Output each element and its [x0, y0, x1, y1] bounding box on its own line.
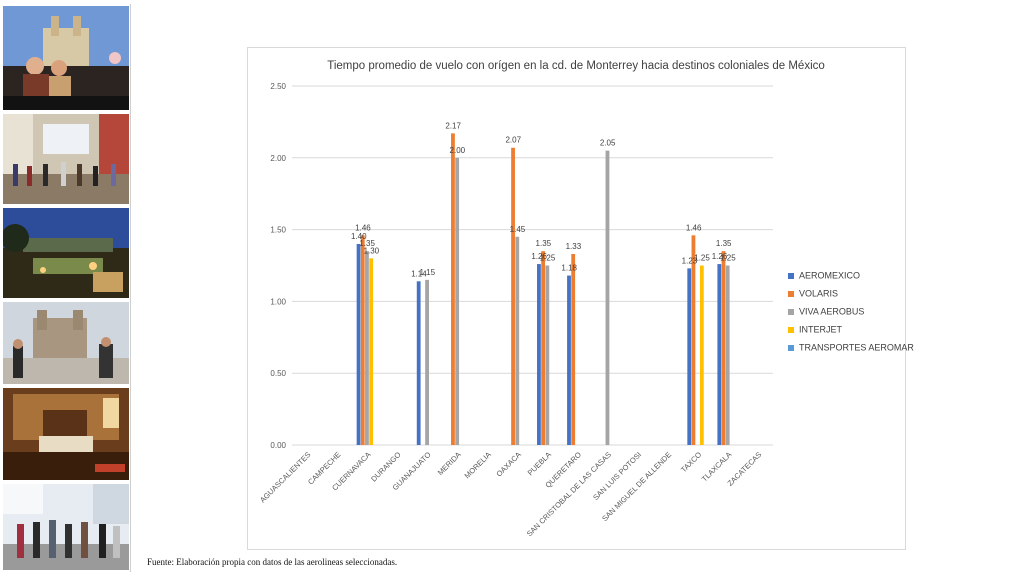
bar — [537, 264, 541, 445]
legend-item: AEROMEXICO — [788, 270, 860, 282]
y-tick-label: 1.00 — [270, 297, 286, 306]
legend-label: VIVA AEROBUS — [799, 306, 865, 317]
legend-swatch — [788, 272, 794, 279]
legend-swatch — [788, 308, 794, 315]
data-label: 1.35 — [536, 239, 552, 248]
mall-crowd-photo — [3, 484, 129, 570]
data-label: 1.35 — [716, 239, 732, 248]
photo-strip — [2, 4, 131, 572]
y-tick-label: 0.00 — [270, 441, 286, 450]
data-label: 1.26 — [531, 252, 547, 261]
x-category-label: MORELIA — [463, 450, 493, 480]
night-terrace-photo — [3, 208, 129, 298]
legend-swatch — [788, 344, 794, 351]
legend-item: VOLARIS — [788, 288, 838, 300]
chart-title: Tiempo promedio de vuelo con orígen en l… — [327, 60, 825, 72]
legend-label: VOLARIS — [799, 288, 839, 299]
data-label: 1.14 — [411, 269, 427, 278]
legend-swatch — [788, 290, 794, 297]
bar — [369, 258, 374, 445]
chart-frame: Tiempo promedio de vuelo con orígen en l… — [247, 47, 914, 550]
bar — [725, 265, 730, 445]
bar — [356, 243, 361, 445]
legend-label: TRANSPORTES AEROMAR — [799, 342, 914, 353]
data-label: 1.25 — [720, 254, 736, 263]
bar — [455, 157, 460, 446]
data-label: 1.35 — [359, 239, 375, 248]
bar — [687, 268, 692, 445]
source-note: Fuente: Elaboración propia con datos de … — [147, 557, 398, 567]
bar — [545, 265, 550, 445]
bar — [515, 236, 520, 445]
data-label: 1.26 — [712, 252, 728, 261]
data-label: 2.17 — [445, 121, 461, 130]
data-label: 1.25 — [540, 254, 556, 263]
legend-label: AEROMEXICO — [799, 270, 861, 281]
bar — [571, 254, 576, 445]
x-category-label: PUEBLA — [526, 450, 553, 477]
legend-item: INTERJET — [788, 324, 842, 336]
rooftop-couple-photo — [3, 6, 129, 110]
data-label: 1.23 — [682, 256, 698, 265]
data-label: 1.33 — [566, 242, 582, 251]
x-category-label: OAXACA — [494, 450, 522, 478]
hotel-room-photo — [3, 388, 129, 480]
data-label: 1.46 — [686, 223, 702, 232]
bar — [541, 251, 546, 445]
legend-label: INTERJET — [799, 324, 843, 335]
data-label: 2.07 — [505, 136, 521, 145]
bar-chart: Tiempo promedio de vuelo con orígen en l… — [258, 60, 825, 538]
bar — [360, 235, 365, 445]
bar — [605, 150, 610, 445]
bar — [451, 133, 455, 445]
y-tick-label: 2.50 — [270, 82, 286, 91]
bar — [691, 235, 696, 445]
legend-item: TRANSPORTES AEROMAR — [788, 342, 914, 354]
y-tick-label: 1.50 — [270, 226, 286, 235]
data-label: 1.15 — [419, 268, 435, 277]
bar — [365, 251, 369, 445]
bar — [425, 279, 429, 445]
legend-swatch — [788, 326, 794, 333]
x-category-label: MERIDA — [436, 450, 463, 477]
legend-item: VIVA AEROBUS — [788, 306, 864, 318]
pedestrian-street-photo — [3, 114, 129, 204]
x-category-label: TAXCO — [679, 450, 703, 474]
data-label: 1.46 — [355, 223, 371, 232]
data-label: 2.00 — [450, 146, 466, 155]
bar — [721, 251, 726, 445]
data-label: 1.25 — [694, 254, 710, 263]
data-label: 1.18 — [561, 264, 577, 273]
bar — [511, 147, 515, 446]
bar — [567, 275, 571, 445]
bar — [699, 265, 704, 445]
church-plaza-photo — [3, 302, 129, 384]
data-label: 1.45 — [510, 225, 526, 234]
bar — [717, 264, 722, 445]
bar — [416, 281, 421, 445]
data-label: 1.40 — [351, 232, 367, 241]
y-tick-label: 0.50 — [270, 369, 286, 378]
data-label: 1.30 — [364, 246, 380, 255]
data-label: 2.05 — [600, 139, 616, 148]
x-category-label: AGUASCALIENTES — [258, 450, 312, 504]
y-tick-label: 2.00 — [270, 154, 286, 163]
